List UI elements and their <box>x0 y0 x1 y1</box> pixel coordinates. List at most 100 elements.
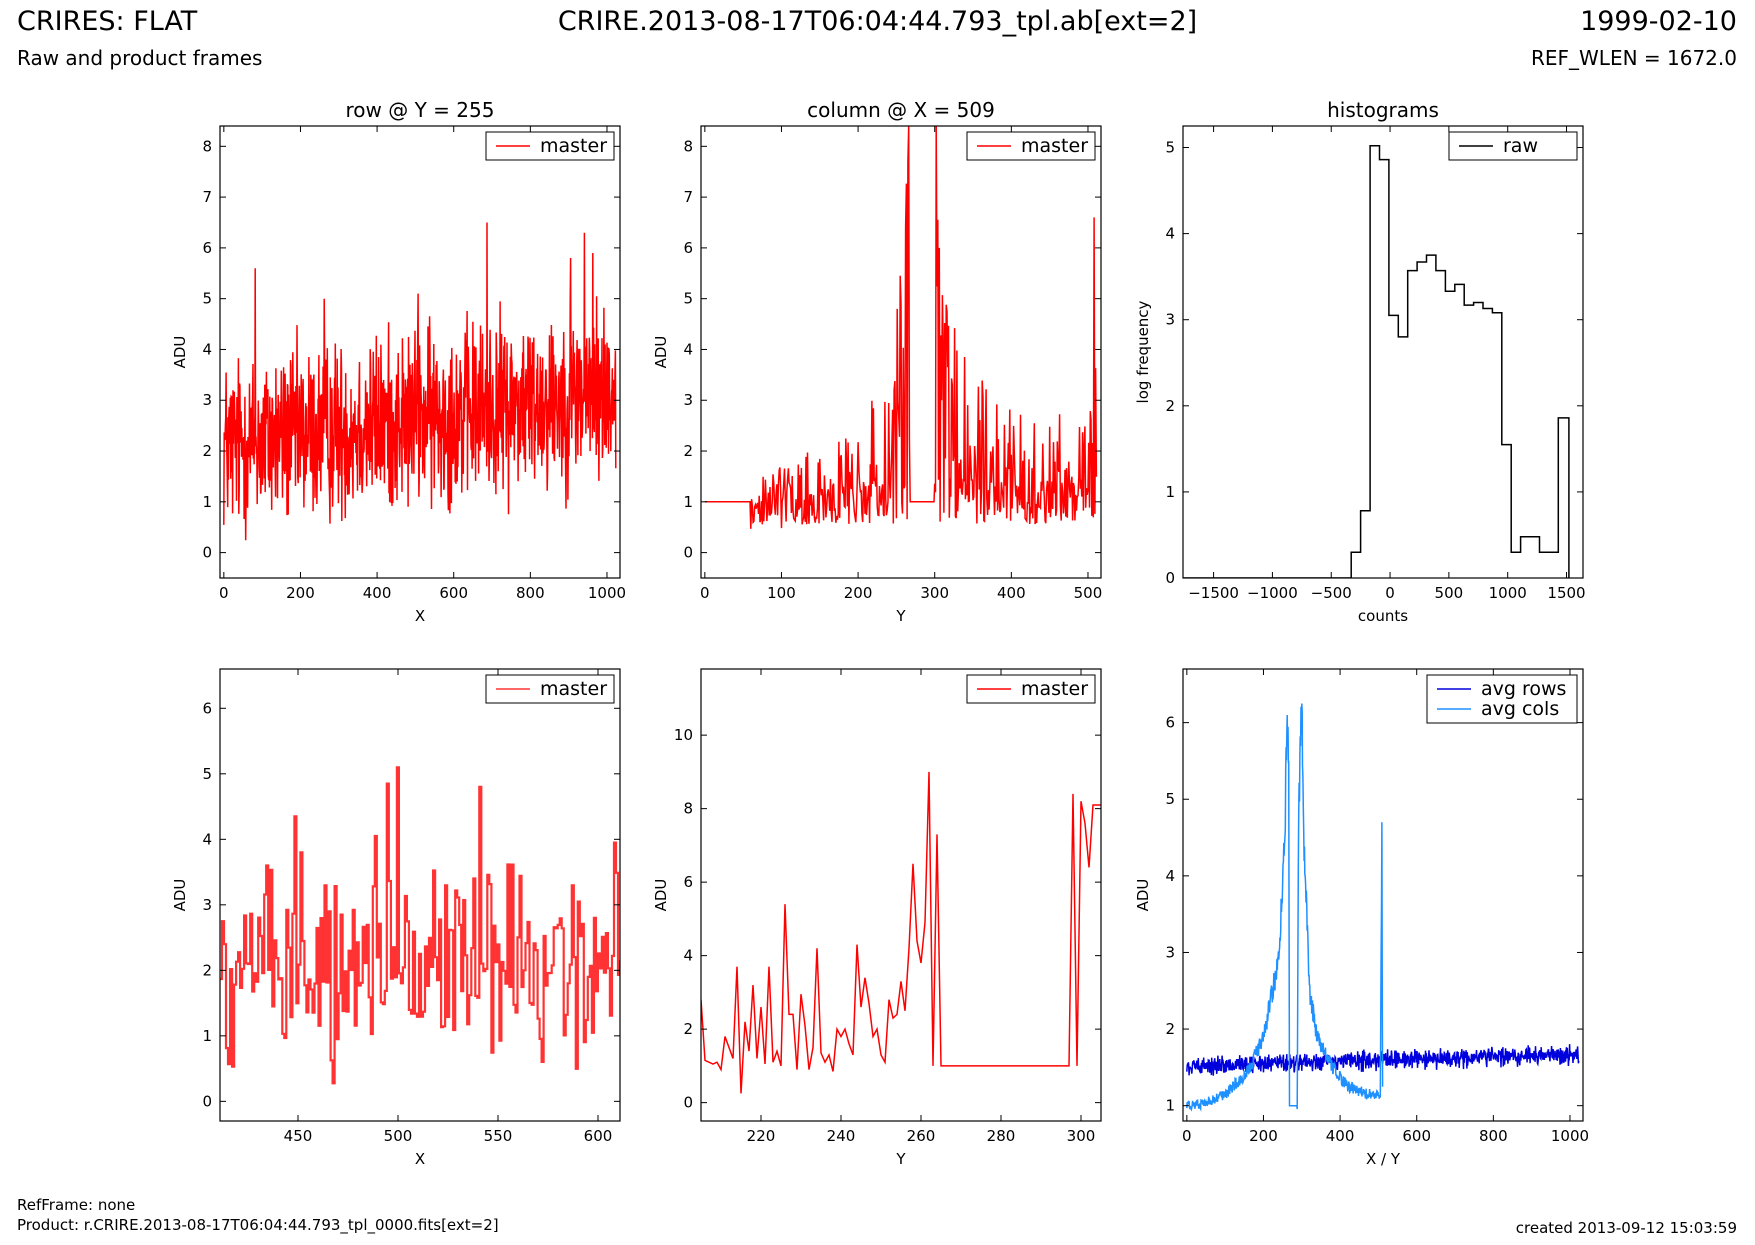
x-tick-label: 200 <box>286 584 315 602</box>
x-tick-label: 0 <box>700 584 710 602</box>
y-tick-label: 5 <box>1165 790 1175 808</box>
y-axis-label: ADU <box>652 879 670 912</box>
chart-panel-3: −1500 −1000 −500 0 500 1000 1500 0 1 2 3 4 5 counts lo… <box>1134 98 1586 625</box>
y-tick-label: 3 <box>683 391 693 409</box>
y-tick-label: 2 <box>202 442 212 460</box>
y-tick-label: 3 <box>1165 311 1175 329</box>
y-tick-label: 4 <box>202 340 212 358</box>
chart-title: histograms <box>1327 98 1439 122</box>
x-tick-label: 200 <box>844 584 873 602</box>
y-tick-label: 5 <box>202 290 212 308</box>
x-tick-label: 600 <box>584 1127 613 1145</box>
x-axis-label: X <box>415 1150 425 1168</box>
y-tick-label: 3 <box>1165 943 1175 961</box>
x-tick-label: 220 <box>747 1127 776 1145</box>
y-tick-label: 6 <box>1165 714 1175 732</box>
x-axis-label: X / Y <box>1366 1150 1401 1168</box>
y-tick-label: 0 <box>202 544 212 562</box>
x-tick-label: 600 <box>439 584 468 602</box>
y-tick-label: 7 <box>202 188 212 206</box>
y-tick-label: 6 <box>202 699 212 717</box>
y-tick-label: 2 <box>202 961 212 979</box>
plot-frame <box>700 125 1102 579</box>
y-tick-label: 2 <box>1165 397 1175 415</box>
product-label: Product: r.CRIRE.2013-08-17T06:04:44.793… <box>17 1216 499 1234</box>
y-tick-label: 4 <box>202 830 212 848</box>
y-tick-label: 1 <box>202 1027 212 1045</box>
x-tick-label: 450 <box>284 1127 313 1145</box>
chart-panel-6: 0 200 400 600 800 1000 1 2 3 4 5 6 X / Y ADU avg rowsa… <box>1134 668 1589 1168</box>
y-tick-label: 8 <box>683 800 693 818</box>
y-tick-label: 8 <box>683 137 693 155</box>
page-title: CRIRES: FLAT <box>17 6 198 37</box>
y-tick-label: 8 <box>202 137 212 155</box>
created-label: created 2013-09-12 15:03:59 <box>1515 1219 1737 1237</box>
x-tick-label: 1000 <box>588 584 626 602</box>
y-tick-label: 0 <box>683 1094 693 1112</box>
y-tick-label: 3 <box>202 896 212 914</box>
y-tick-label: 5 <box>683 290 693 308</box>
legend-label: master <box>1021 678 1088 700</box>
series-line-avg-cols <box>1186 703 1384 1112</box>
y-tick-label: 3 <box>202 391 212 409</box>
x-tick-label: 1000 <box>1551 1127 1589 1145</box>
y-axis-label: ADU <box>652 336 670 369</box>
y-tick-label: 0 <box>683 544 693 562</box>
y-axis-label: ADU <box>1134 879 1152 912</box>
y-tick-label: 10 <box>674 726 693 744</box>
x-tick-label: 1000 <box>1489 584 1527 602</box>
y-tick-label: 7 <box>683 188 693 206</box>
legend-box <box>1426 674 1578 724</box>
y-tick-label: 4 <box>683 947 693 965</box>
x-tick-label: 800 <box>1479 1127 1508 1145</box>
x-tick-label: 200 <box>1249 1127 1278 1145</box>
x-tick-label: 0 <box>219 584 229 602</box>
y-tick-label: 0 <box>202 1092 212 1110</box>
x-axis-label: Y <box>895 1150 906 1168</box>
x-tick-label: −500 <box>1311 584 1352 602</box>
y-tick-label: 1 <box>683 493 693 511</box>
date-label: 1999-02-10 <box>1580 6 1737 37</box>
x-tick-label: 280 <box>987 1127 1016 1145</box>
plot-frame <box>219 125 621 579</box>
x-tick-label: 0 <box>1385 584 1395 602</box>
series-line-master <box>220 766 620 1085</box>
plot-frame <box>700 668 1102 1122</box>
y-tick-label: 5 <box>1165 139 1175 157</box>
x-tick-label: 500 <box>1435 584 1464 602</box>
legend-label: avg cols <box>1481 698 1559 720</box>
x-tick-label: 800 <box>516 584 545 602</box>
x-axis-label: counts <box>1358 607 1408 625</box>
series-line-master <box>704 126 1098 529</box>
x-tick-label: 400 <box>363 584 392 602</box>
y-tick-label: 4 <box>1165 867 1175 885</box>
y-tick-label: 5 <box>202 765 212 783</box>
x-axis-label: Y <box>895 607 906 625</box>
x-tick-label: −1000 <box>1247 584 1298 602</box>
y-tick-label: 1 <box>202 493 212 511</box>
x-tick-label: 300 <box>920 584 949 602</box>
x-tick-label: 500 <box>384 1127 413 1145</box>
y-tick-label: 6 <box>683 239 693 257</box>
x-tick-label: 100 <box>767 584 796 602</box>
chart-panel-4: 450 500 550 600 0 1 2 3 4 5 6 X ADU master <box>171 668 621 1168</box>
plot-frame <box>1182 668 1584 1122</box>
page-subtitle: Raw and product frames <box>17 46 263 70</box>
x-tick-label: 500 <box>1074 584 1103 602</box>
y-tick-label: 1 <box>1165 483 1175 501</box>
x-tick-label: 550 <box>484 1127 513 1145</box>
y-axis-label: log frequency <box>1134 300 1152 403</box>
legend-label: master <box>540 135 607 157</box>
plot-frame <box>1182 125 1584 579</box>
series-line-master <box>223 222 617 541</box>
chart-panel-5: 220 240 260 280 300 0 2 4 6 8 10 Y ADU master <box>652 668 1102 1168</box>
y-tick-label: 6 <box>683 873 693 891</box>
x-tick-label: 1500 <box>1547 584 1585 602</box>
file-title: CRIRE.2013-08-17T06:04:44.793_tpl.ab[ext… <box>557 6 1198 37</box>
y-tick-label: 4 <box>683 340 693 358</box>
legend-label: master <box>1021 135 1088 157</box>
x-tick-label: 400 <box>1326 1127 1355 1145</box>
plot-frame <box>219 668 621 1122</box>
y-axis-label: ADU <box>171 336 189 369</box>
